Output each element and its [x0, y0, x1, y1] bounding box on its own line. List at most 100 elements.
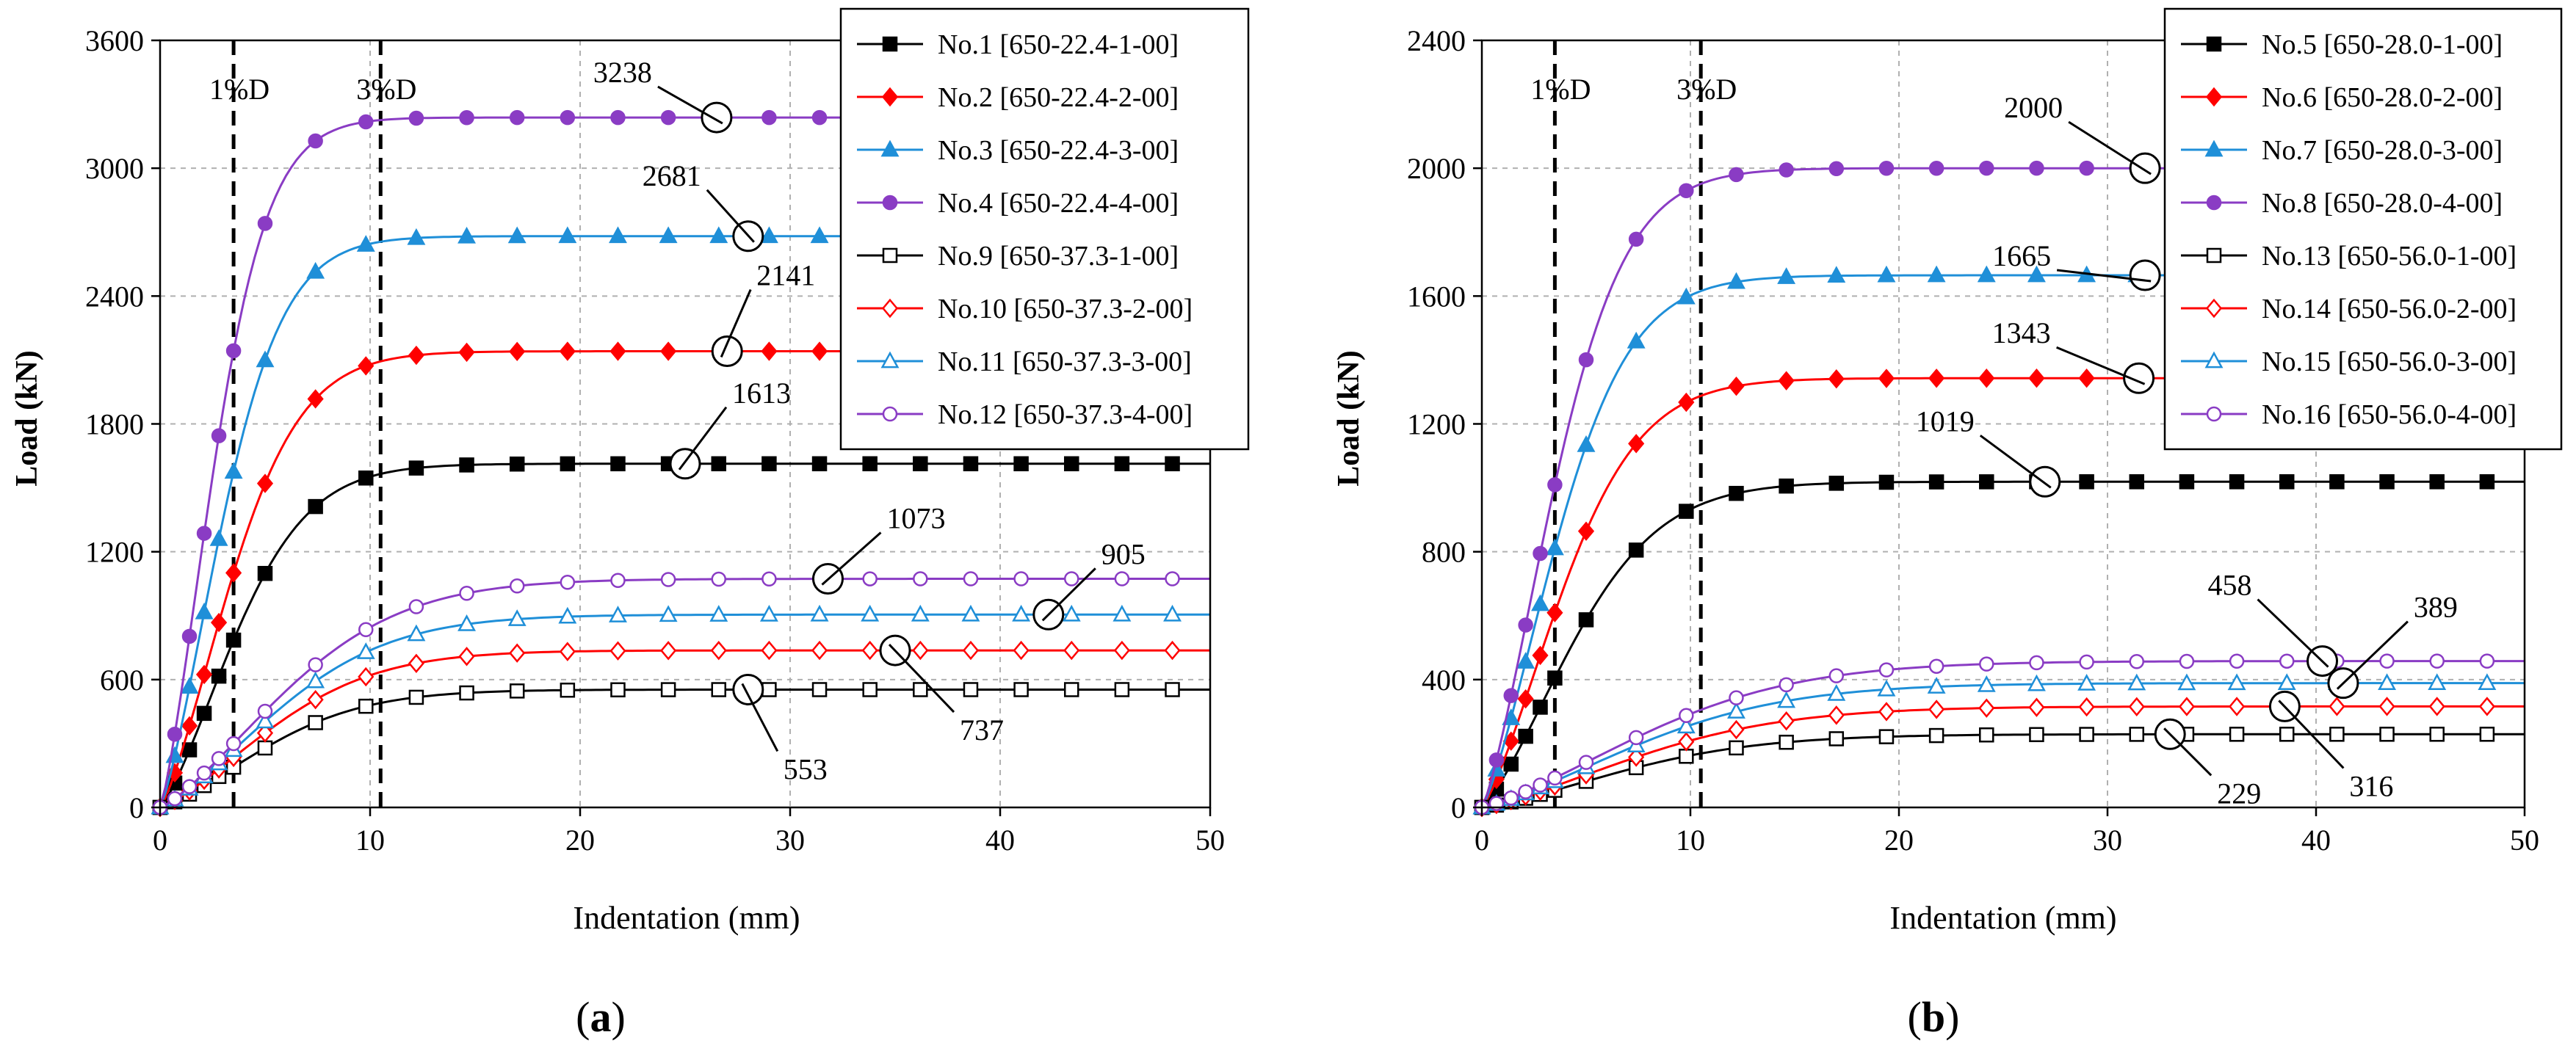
data-point	[1062, 604, 1081, 622]
data-point	[1063, 640, 1080, 661]
data-point	[2078, 368, 2095, 388]
data-point	[1063, 456, 1079, 472]
data-point	[2228, 697, 2246, 716]
data-point	[509, 578, 525, 594]
data-point	[1928, 368, 1945, 388]
legend-entry: No.6 [650-28.0-2-00]	[2181, 82, 2503, 113]
legend-entry: No.11 [650-37.3-3-00]	[857, 346, 1192, 377]
data-point	[1928, 727, 1944, 744]
annotation-leader	[2056, 346, 2146, 385]
data-point	[1928, 160, 1944, 176]
data-point	[2277, 673, 2296, 691]
data-point	[180, 677, 199, 694]
data-point	[211, 428, 227, 443]
y-tick-label: 1600	[1407, 280, 1466, 313]
data-point	[913, 571, 928, 586]
data-point	[2129, 654, 2145, 669]
data-point	[2179, 474, 2195, 490]
legend-marker	[880, 139, 900, 157]
data-point	[458, 647, 475, 666]
annotation: 2681	[643, 159, 764, 253]
data-point	[1503, 688, 1519, 703]
x-tick-label: 50	[2510, 824, 2539, 857]
data-point	[210, 612, 228, 633]
data-point	[2129, 474, 2145, 490]
data-point	[225, 632, 242, 648]
data-point	[408, 599, 424, 614]
legend-entry: No.1 [650-22.4-1-00]	[857, 29, 1179, 60]
legend-label: No.12 [650-37.3-4-00]	[938, 399, 1193, 430]
data-point	[509, 341, 526, 362]
data-point	[811, 456, 828, 472]
data-point	[610, 573, 626, 588]
annotation-value: 3238	[593, 56, 652, 89]
data-point	[196, 526, 212, 541]
data-point	[1628, 434, 1645, 454]
data-point	[1977, 675, 1996, 692]
data-point	[1114, 682, 1130, 697]
annotations-a: 3238 2681 2141 1613 1073 905 737 553	[593, 56, 1146, 785]
data-point	[181, 779, 198, 794]
data-point	[1979, 727, 1994, 743]
data-point	[507, 609, 527, 626]
y-tick-label: 3000	[85, 152, 144, 185]
data-point	[1628, 730, 1644, 746]
legend-label: No.1 [650-22.4-1-00]	[938, 29, 1179, 60]
data-point	[659, 226, 678, 244]
data-point	[458, 342, 475, 363]
data-point	[2279, 653, 2295, 669]
data-point	[358, 470, 374, 486]
data-point	[811, 640, 828, 661]
data-point	[1779, 677, 1794, 693]
data-point	[1533, 777, 1548, 793]
annotation-value: 1343	[1992, 316, 2051, 349]
data-point	[2378, 697, 2395, 716]
series-8	[1474, 653, 2525, 816]
data-point	[2279, 474, 2295, 490]
data-point	[507, 226, 527, 244]
data-point	[459, 585, 474, 601]
data-point	[308, 133, 323, 149]
annotation-leader	[741, 683, 779, 752]
legend-marker	[2206, 406, 2222, 422]
annotation-leader	[2278, 700, 2345, 769]
data-point	[1547, 670, 1563, 686]
data-point	[1578, 755, 1594, 770]
x-tick-label: 40	[985, 824, 1015, 857]
data-point	[358, 114, 374, 130]
data-point	[356, 235, 375, 252]
x-tick-label: 0	[153, 824, 167, 857]
data-point	[560, 109, 576, 126]
data-point	[459, 685, 474, 701]
data-point	[1532, 645, 1549, 666]
data-point	[509, 109, 525, 126]
annotation-value: 737	[960, 713, 1004, 747]
y-tick-label: 1800	[85, 408, 144, 441]
data-point	[1827, 683, 1846, 701]
data-point	[1729, 485, 1744, 501]
annotation-value: 905	[1101, 537, 1146, 570]
data-point	[2029, 655, 2044, 671]
data-point	[609, 641, 626, 661]
data-point	[1547, 477, 1563, 493]
data-point	[509, 683, 525, 699]
legend-label: No.16 [650-56.0-4-00]	[2262, 399, 2517, 430]
data-point	[2479, 727, 2495, 742]
data-point	[1979, 474, 1994, 490]
data-point	[1778, 711, 1795, 731]
data-point	[761, 109, 777, 126]
annotation: 1665	[1992, 239, 2161, 291]
annotations-b: 2000 1665 1343 1019 458 389 229 316	[1916, 91, 2458, 810]
data-point	[2379, 474, 2395, 490]
annotation-circle	[701, 101, 733, 134]
data-point	[1878, 161, 1895, 176]
data-point	[181, 742, 198, 758]
data-point	[811, 341, 828, 361]
annotation-leader	[2336, 620, 2409, 690]
data-point	[225, 343, 242, 359]
legend-label: No.6 [650-28.0-2-00]	[2262, 82, 2503, 113]
data-point	[659, 605, 678, 622]
data-point	[2329, 474, 2345, 490]
legend-entry: No.10 [650-37.3-2-00]	[857, 294, 1193, 324]
